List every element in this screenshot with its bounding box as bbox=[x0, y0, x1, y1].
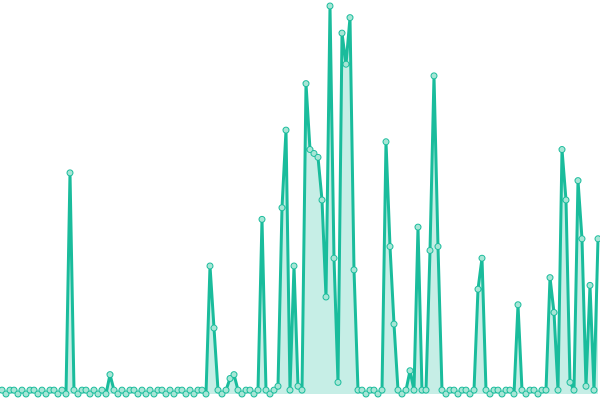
point bbox=[474, 285, 482, 293]
point bbox=[290, 262, 298, 270]
point bbox=[414, 223, 422, 231]
point bbox=[410, 386, 418, 394]
point bbox=[558, 146, 566, 154]
point bbox=[542, 386, 550, 394]
point bbox=[426, 246, 434, 254]
point bbox=[302, 80, 310, 88]
point bbox=[386, 243, 394, 251]
point bbox=[566, 378, 574, 386]
point bbox=[258, 215, 266, 223]
point bbox=[402, 386, 410, 394]
point bbox=[322, 293, 330, 301]
point bbox=[326, 2, 334, 10]
point bbox=[554, 386, 562, 394]
point bbox=[514, 301, 522, 309]
point bbox=[590, 386, 598, 394]
point bbox=[282, 126, 290, 134]
point bbox=[378, 386, 386, 394]
point bbox=[278, 204, 286, 212]
point bbox=[594, 235, 600, 243]
point bbox=[106, 371, 114, 379]
point bbox=[350, 266, 358, 274]
point bbox=[382, 138, 390, 146]
point bbox=[422, 386, 430, 394]
point bbox=[318, 196, 326, 204]
point bbox=[550, 309, 558, 317]
point bbox=[430, 72, 438, 80]
point bbox=[230, 371, 238, 379]
point bbox=[298, 386, 306, 394]
point bbox=[338, 29, 346, 37]
point bbox=[66, 169, 74, 177]
point bbox=[390, 320, 398, 328]
point bbox=[314, 153, 322, 161]
point bbox=[586, 281, 594, 289]
point bbox=[578, 235, 586, 243]
point bbox=[346, 14, 354, 22]
point bbox=[254, 386, 262, 394]
point bbox=[478, 254, 486, 262]
point bbox=[222, 386, 230, 394]
point bbox=[570, 386, 578, 394]
point bbox=[574, 177, 582, 185]
area bbox=[2, 6, 598, 394]
point bbox=[582, 382, 590, 390]
point bbox=[210, 324, 218, 332]
point bbox=[510, 390, 518, 398]
point bbox=[562, 196, 570, 204]
point bbox=[342, 60, 350, 68]
line bbox=[0, 4, 600, 396]
point bbox=[434, 243, 442, 251]
point bbox=[206, 262, 214, 270]
point bbox=[102, 390, 110, 398]
point bbox=[202, 390, 210, 398]
point bbox=[470, 386, 478, 394]
point bbox=[406, 367, 414, 375]
point bbox=[330, 254, 338, 262]
point bbox=[546, 274, 554, 282]
point bbox=[286, 386, 294, 394]
point bbox=[274, 382, 282, 390]
point bbox=[62, 390, 70, 398]
point bbox=[334, 378, 342, 386]
